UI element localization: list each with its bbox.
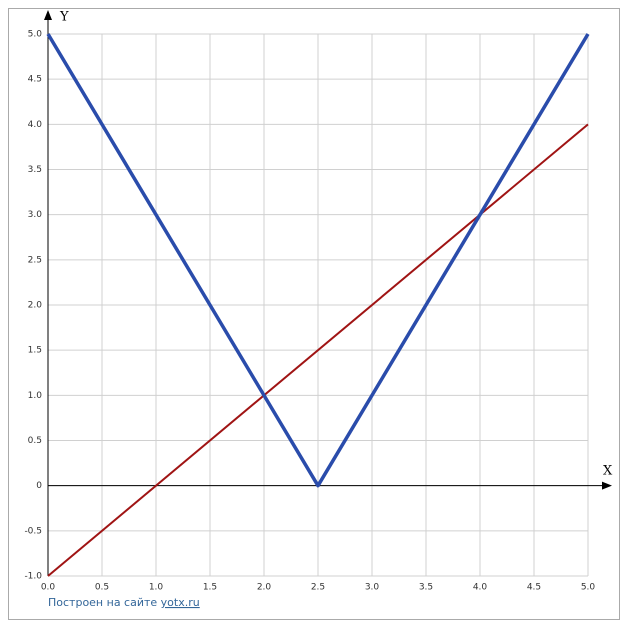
- y-tick-label: 2.5: [28, 255, 42, 265]
- y-tick-label: 3.5: [28, 165, 42, 175]
- x-tick-label: 5.0: [581, 583, 596, 593]
- axes: 0.0 0.5 1.0 1.5 2.0 2.5 3.0 3.5 4.0 4.5 5.0 -1.0 -0.…: [24, 10, 612, 593]
- frame: [8, 8, 620, 620]
- x-tick-label: 1.5: [203, 583, 217, 593]
- x-tick-label: 2.0: [257, 583, 272, 593]
- y-tick-label: 0.5: [28, 436, 42, 446]
- y-tick-label: 5.0: [28, 30, 43, 40]
- y-tick-label: 1.0: [28, 391, 43, 401]
- y-tick-label: 4.0: [28, 120, 43, 130]
- y-tick-label: 2.0: [28, 301, 43, 311]
- series-line: [46, 33, 590, 488]
- footer-text: Построен на сайте: [48, 596, 157, 609]
- y-tick-label: -0.5: [24, 526, 42, 536]
- x-tick-label: 4.5: [527, 583, 541, 593]
- y-tick-label: 0: [36, 481, 42, 491]
- x-axis-arrow: [602, 481, 612, 490]
- y-tick-label: 4.5: [28, 75, 42, 85]
- y-tick-label: -1.0: [24, 572, 42, 582]
- footer-link[interactable]: yotx.ru: [161, 596, 200, 609]
- series-line: [47, 123, 589, 577]
- grid: [47, 33, 589, 577]
- x-tick-label: 0.0: [41, 583, 56, 593]
- x-axis-label: X: [603, 464, 613, 479]
- y-tick-label: 3.0: [28, 210, 43, 220]
- y-tick-label: 1.5: [28, 346, 42, 356]
- x-tick-label: 0.5: [95, 583, 109, 593]
- x-tick-label: 2.5: [311, 583, 325, 593]
- x-tick-label: 4.0: [473, 583, 488, 593]
- footer: Построен на сайте yotx.ru: [48, 596, 200, 609]
- x-tick-label: 3.0: [365, 583, 380, 593]
- x-tick-label: 3.5: [419, 583, 433, 593]
- y-axis-label: Y: [59, 10, 69, 25]
- y-axis-arrow: [44, 10, 52, 20]
- x-tick-label: 1.0: [149, 583, 164, 593]
- series: [46, 33, 590, 577]
